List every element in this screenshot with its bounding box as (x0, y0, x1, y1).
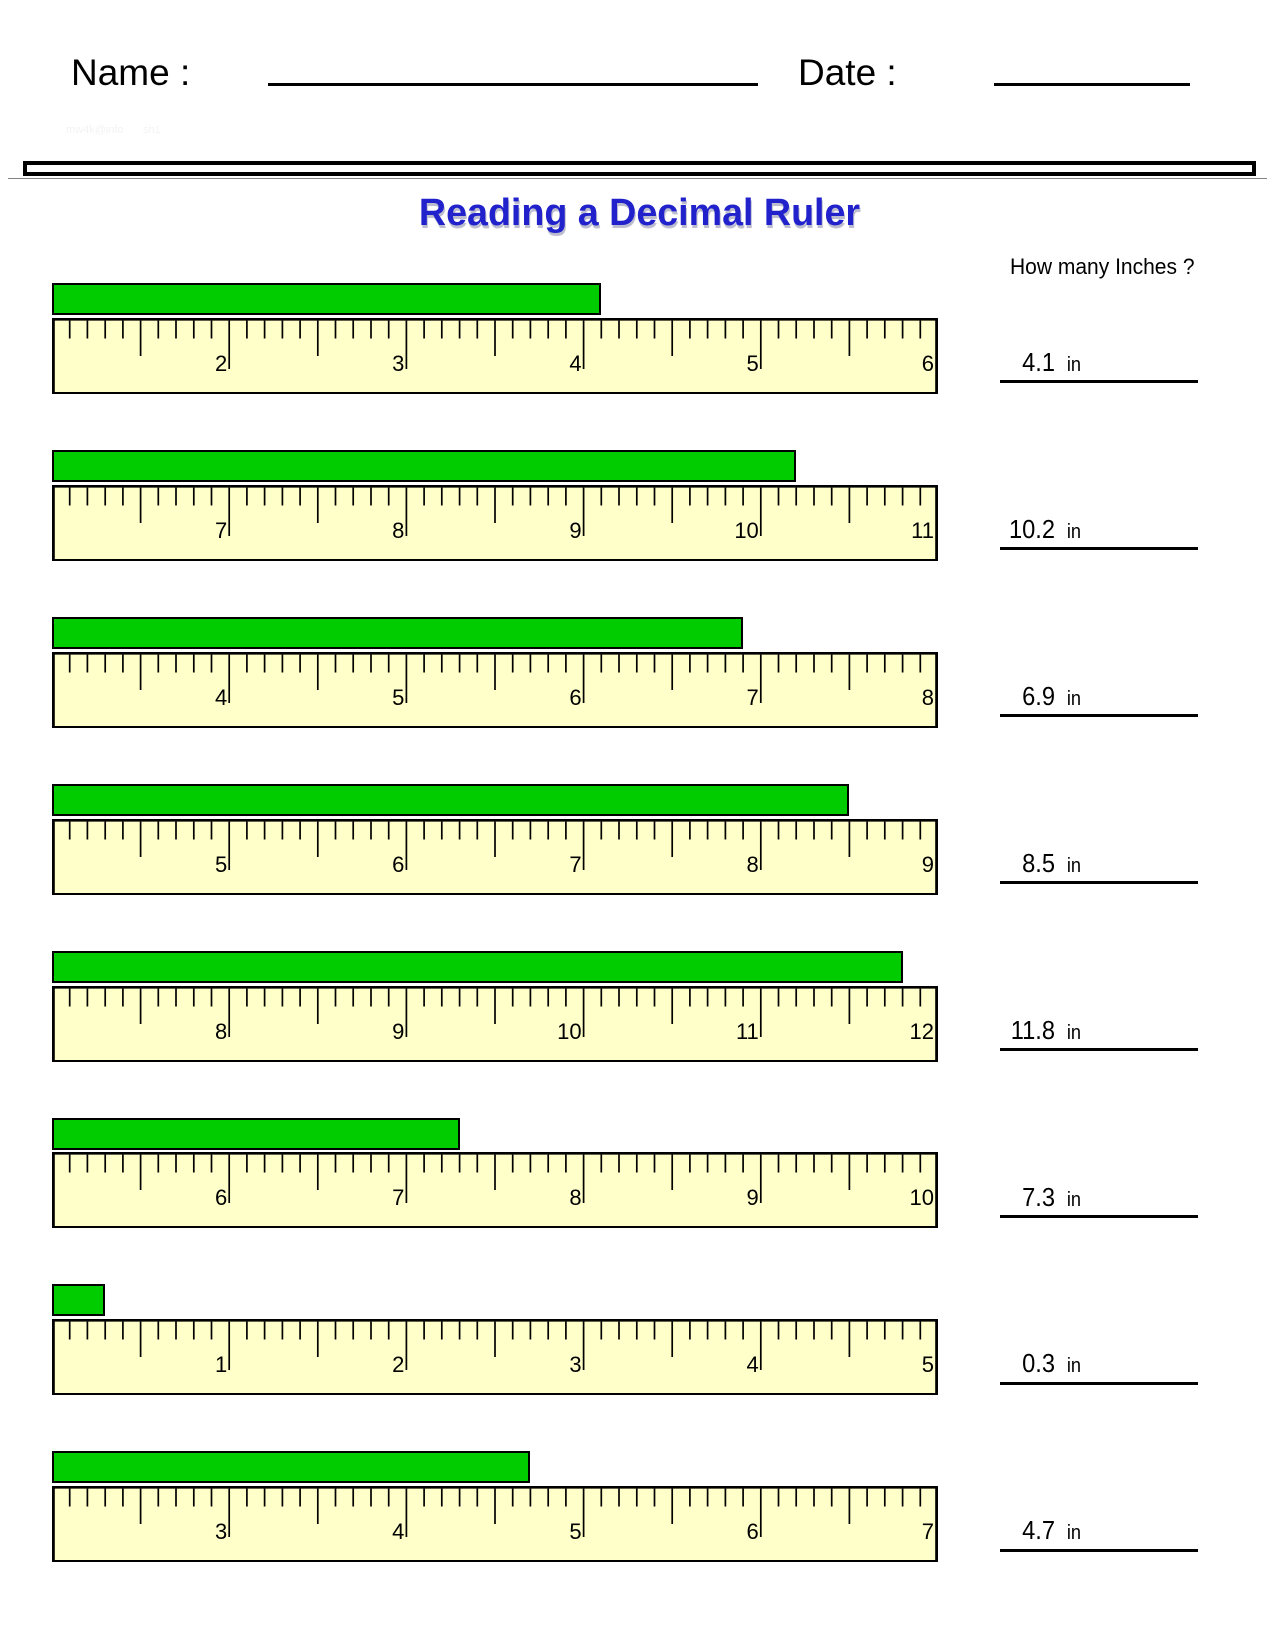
svg-text:4: 4 (215, 685, 227, 710)
svg-text:3: 3 (569, 1352, 581, 1377)
svg-text:5: 5 (569, 1519, 581, 1544)
svg-text:2: 2 (215, 351, 227, 376)
svg-text:9: 9 (747, 1185, 759, 1210)
svg-text:8: 8 (392, 518, 404, 543)
svg-text:3: 3 (392, 351, 404, 376)
svg-text:3: 3 (215, 1519, 227, 1544)
svg-text:5: 5 (747, 351, 759, 376)
svg-text:6: 6 (569, 685, 581, 710)
svg-text:6: 6 (392, 852, 404, 877)
svg-text:7: 7 (747, 685, 759, 710)
svg-text:12: 12 (910, 1019, 934, 1044)
svg-text:8: 8 (922, 685, 934, 710)
svg-text:4: 4 (747, 1352, 759, 1377)
svg-text:7: 7 (215, 518, 227, 543)
svg-text:2: 2 (392, 1352, 404, 1377)
svg-text:8: 8 (747, 852, 759, 877)
svg-text:4: 4 (392, 1519, 404, 1544)
svg-text:6: 6 (215, 1185, 227, 1210)
svg-text:5: 5 (922, 1352, 934, 1377)
svg-text:9: 9 (392, 1019, 404, 1044)
svg-text:5: 5 (392, 685, 404, 710)
svg-text:11: 11 (911, 518, 934, 543)
svg-text:10: 10 (734, 518, 758, 543)
svg-text:7: 7 (392, 1185, 404, 1210)
svg-text:6: 6 (922, 351, 934, 376)
svg-text:9: 9 (569, 518, 581, 543)
svg-text:8: 8 (569, 1185, 581, 1210)
svg-text:10: 10 (557, 1019, 581, 1044)
svg-text:8: 8 (215, 1019, 227, 1044)
svg-text:5: 5 (215, 852, 227, 877)
svg-text:11: 11 (736, 1019, 759, 1044)
svg-text:4: 4 (569, 351, 581, 376)
svg-text:9: 9 (922, 852, 934, 877)
svg-text:10: 10 (910, 1185, 934, 1210)
svg-text:1: 1 (215, 1352, 227, 1377)
svg-text:7: 7 (922, 1519, 934, 1544)
svg-text:6: 6 (747, 1519, 759, 1544)
svg-text:7: 7 (569, 852, 581, 877)
